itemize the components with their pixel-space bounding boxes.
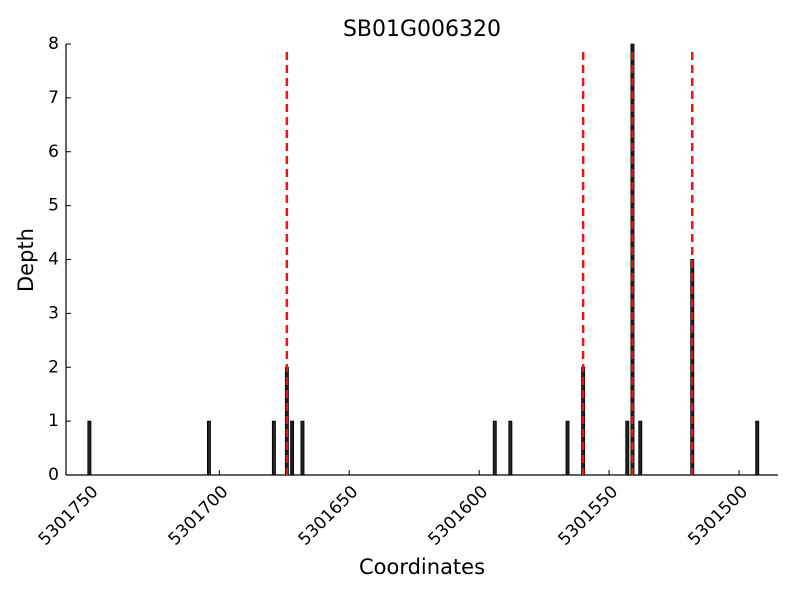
bar xyxy=(508,420,513,476)
bar xyxy=(206,420,211,476)
x-tick-label: 5301650 xyxy=(295,482,363,550)
bar xyxy=(271,420,276,476)
bar xyxy=(638,420,643,476)
y-tick-label: 3 xyxy=(48,303,59,323)
y-tick-label: 1 xyxy=(48,411,59,431)
y-axis-label: Depth xyxy=(14,228,38,292)
y-tick-label: 7 xyxy=(48,88,59,108)
y-tick-label: 8 xyxy=(48,34,59,54)
y-tick-label: 4 xyxy=(48,250,59,270)
bar xyxy=(565,420,570,476)
bar xyxy=(625,420,630,476)
bar xyxy=(300,420,305,476)
y-tick-label: 0 xyxy=(48,465,59,485)
x-axis-label: Coordinates xyxy=(359,555,485,579)
bar xyxy=(492,420,497,476)
y-tick-label: 6 xyxy=(48,142,59,162)
x-tick-label: 5301600 xyxy=(425,482,493,550)
bar xyxy=(290,420,295,476)
y-tick-label: 5 xyxy=(48,196,59,216)
x-tick-label: 5301750 xyxy=(35,482,103,550)
bar xyxy=(755,420,760,476)
x-tick-label: 5301500 xyxy=(684,482,752,550)
chart-title: SB01G006320 xyxy=(343,17,501,42)
x-tick-label: 5301550 xyxy=(554,482,622,550)
bar xyxy=(87,420,92,476)
x-tick-label: 5301700 xyxy=(165,482,233,550)
y-tick-label: 2 xyxy=(48,357,59,377)
